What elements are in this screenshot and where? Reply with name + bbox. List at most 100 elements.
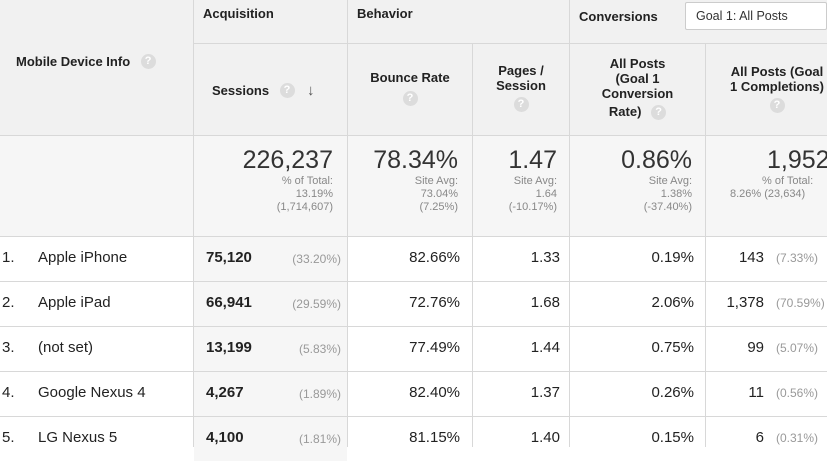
row-index: 2. bbox=[2, 294, 15, 311]
col-header-bounce-rate[interactable]: Bounce Rate ? bbox=[348, 70, 472, 106]
row-bounce-value: 82.66% bbox=[409, 249, 460, 266]
totals-sessions-line: (1,714,607) bbox=[276, 201, 333, 213]
totals-bounce-line: 73.04% bbox=[420, 188, 458, 200]
row-comp-value: 11 bbox=[748, 384, 764, 401]
totals-conv-line: 1.38% bbox=[660, 188, 692, 200]
totals-conv: 0.86% Site Avg: 1.38% (-37.40%) bbox=[572, 146, 692, 214]
help-icon[interactable]: ? bbox=[402, 91, 418, 106]
totals-sessions: 226,237 % of Total: 13.19% (1,714,607) bbox=[196, 146, 333, 214]
col-conv-label-1: All Posts bbox=[609, 56, 666, 71]
col-conv-label-2: (Goal 1 bbox=[615, 71, 660, 86]
row-comp-value: 99 bbox=[747, 339, 764, 356]
row-pages-value: 1.68 bbox=[530, 294, 560, 311]
row-conv-value: 2.06% bbox=[651, 294, 694, 311]
col-bounce-label: Bounce Rate bbox=[370, 70, 450, 85]
dimension-header: Mobile Device Info ? bbox=[16, 53, 191, 73]
col-header-pages-session[interactable]: Pages / Session ? bbox=[473, 63, 569, 112]
row-sessions-value: 13,199 bbox=[206, 339, 252, 356]
row-conv-value: 0.26% bbox=[651, 384, 694, 401]
row-sessions-bg bbox=[194, 237, 347, 281]
totals-comp-line: % of Total: bbox=[762, 175, 814, 187]
help-icon[interactable]: ? bbox=[140, 54, 156, 70]
row-sessions-pct: (1.89%) bbox=[298, 387, 341, 401]
col-header-conv-rate[interactable]: All Posts (Goal 1 Conversion Rate) ? bbox=[570, 56, 705, 121]
totals-pages-line: 1.64 bbox=[535, 188, 557, 200]
row-comp-value: 1,378 bbox=[726, 294, 764, 311]
help-icon[interactable]: ? bbox=[769, 98, 785, 113]
row-device-link[interactable]: (not set) bbox=[38, 339, 94, 356]
row-index: 1. bbox=[2, 249, 15, 266]
help-icon[interactable]: ? bbox=[513, 97, 529, 112]
help-icon[interactable]: ? bbox=[279, 83, 295, 99]
col-header-completions[interactable]: All Posts (Goal 1 Completions) ? bbox=[712, 64, 827, 113]
row-sessions-value: 4,267 bbox=[206, 384, 244, 401]
totals-comp-line: 8.26% (23,634) bbox=[730, 188, 806, 200]
totals-pages: 1.47 Site Avg: 1.64 (-10.17%) bbox=[475, 146, 557, 214]
row-bounce-value: 81.15% bbox=[409, 429, 460, 446]
group-behavior: Behavior bbox=[357, 6, 413, 21]
totals-pages-line: (-10.17%) bbox=[508, 201, 557, 213]
row-completions: 11 (0.56%) bbox=[706, 384, 827, 402]
row-comp-pct: (70.59%) bbox=[776, 296, 825, 310]
row-sessions-pct: (1.81%) bbox=[298, 432, 341, 446]
row-bounce-value: 82.40% bbox=[409, 384, 460, 401]
goal-selector-label: Goal 1: All Posts bbox=[696, 9, 788, 23]
row-sessions-bg bbox=[194, 282, 347, 326]
table-row: 1. Apple iPhone 75,120 82.66% 1.33 0.19% (33.2… bbox=[0, 237, 827, 281]
sort-down-icon[interactable]: ↓ bbox=[307, 82, 315, 99]
col-conv-label-3: Conversion bbox=[601, 86, 674, 101]
totals-conv-line: (-37.40%) bbox=[643, 201, 692, 213]
totals-bounce-line: (7.25%) bbox=[419, 201, 458, 213]
row-device-link[interactable]: LG Nexus 5 bbox=[38, 429, 118, 446]
totals-bounce-value: 78.34% bbox=[373, 146, 458, 174]
row-index: 4. bbox=[2, 384, 15, 401]
totals-sessions-line: % of Total: bbox=[281, 175, 333, 187]
row-pages-value: 1.33 bbox=[530, 249, 560, 266]
row-pages-value: 1.44 bbox=[530, 339, 560, 356]
totals-pages-line: Site Avg: bbox=[513, 175, 557, 187]
table-row: 3. (not set) 13,199 77.49% 1.44 0.75% (5.83%) 9… bbox=[0, 327, 827, 371]
row-device-link[interactable]: Apple iPad bbox=[38, 294, 111, 311]
goal-selector[interactable]: Goal 1: All Posts bbox=[685, 2, 827, 30]
row-sessions-pct: (33.20%) bbox=[292, 252, 341, 266]
row-comp-value: 6 bbox=[755, 429, 764, 446]
col-header-sessions[interactable]: Sessions ? ↓ bbox=[212, 82, 342, 102]
col-pages-label-2: Session bbox=[496, 78, 546, 93]
group-acquisition: Acquisition bbox=[203, 6, 274, 21]
row-comp-pct: (0.56%) bbox=[776, 386, 819, 400]
row-sessions-pct: (5.83%) bbox=[298, 342, 341, 356]
totals-comp-value: 1,952 bbox=[767, 146, 827, 174]
table-row: 2. Apple iPad 66,941 72.76% 1.68 2.06% (29.59%… bbox=[0, 282, 827, 326]
row-sessions-bg bbox=[194, 327, 347, 371]
row-sessions-bg bbox=[194, 372, 347, 416]
row-completions: 6 (0.31%) bbox=[706, 429, 827, 447]
row-pages-value: 1.40 bbox=[530, 429, 560, 446]
row-device-link[interactable]: Google Nexus 4 bbox=[38, 384, 146, 401]
row-device-link[interactable]: Apple iPhone bbox=[38, 249, 128, 266]
row-sessions-value: 75,120 bbox=[206, 249, 252, 266]
row-completions: 143 (7.33%) bbox=[706, 249, 827, 267]
row-comp-pct: (0.31%) bbox=[776, 431, 819, 445]
row-bounce-value: 72.76% bbox=[409, 294, 460, 311]
row-pages-value: 1.37 bbox=[530, 384, 560, 401]
totals-conv-value: 0.86% bbox=[621, 146, 692, 174]
col-sessions-label: Sessions bbox=[212, 83, 270, 98]
row-sessions-pct: (29.59%) bbox=[292, 297, 341, 311]
col-comp-label-1: All Posts (Goal bbox=[730, 64, 824, 79]
totals-completions: 1,952 % of Total: 8.26% (23,634) bbox=[712, 146, 827, 201]
table-row: 5. LG Nexus 5 4,100 81.15% 1.40 0.15% (1.81%) 6… bbox=[0, 417, 827, 461]
totals-bounce: 78.34% Site Avg: 73.04% (7.25%) bbox=[350, 146, 458, 214]
row-index: 3. bbox=[2, 339, 15, 356]
row-comp-value: 143 bbox=[738, 249, 764, 266]
row-comp-pct: (7.33%) bbox=[776, 251, 819, 265]
row-sessions-value: 66,941 bbox=[206, 294, 252, 311]
col-conv-label-4: Rate) bbox=[608, 104, 642, 119]
row-completions: 1,378 (70.59%) bbox=[706, 294, 827, 312]
row-bounce-value: 77.49% bbox=[409, 339, 460, 356]
group-conversions: Conversions bbox=[579, 9, 658, 24]
totals-sessions-line: 13.19% bbox=[295, 188, 333, 200]
col-pages-label-1: Pages / bbox=[498, 63, 544, 78]
help-icon[interactable]: ? bbox=[651, 105, 667, 121]
totals-pages-value: 1.47 bbox=[508, 146, 557, 174]
totals-conv-line: Site Avg: bbox=[648, 175, 692, 187]
